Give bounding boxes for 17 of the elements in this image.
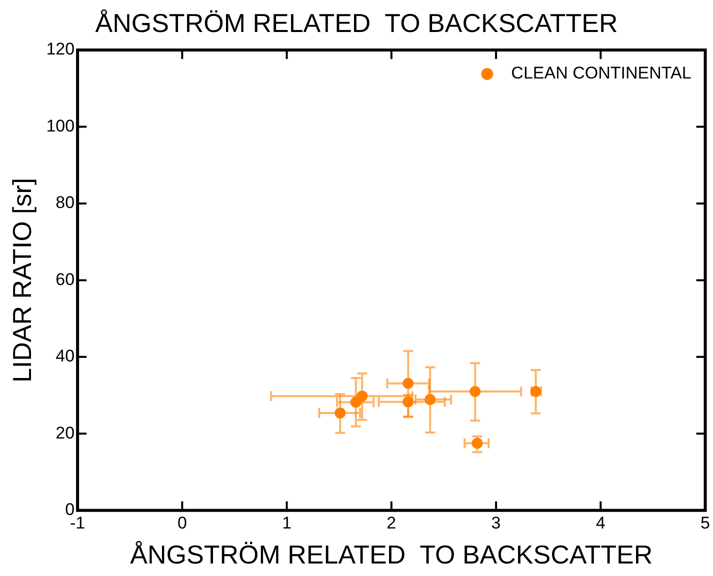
x-tick-label: 3 (491, 513, 501, 532)
x-tick-label: 4 (596, 513, 606, 532)
x-tick-label: 1 (282, 513, 292, 532)
x-tick-label: 5 (700, 513, 710, 532)
y-tick-label: 100 (46, 116, 75, 136)
y-tick-label: 60 (56, 270, 75, 289)
x-tick-label: 2 (386, 513, 396, 532)
y-tick-label: 0 (65, 500, 75, 520)
y-tick-label: 80 (56, 193, 75, 212)
x-axis-title: ÅNGSTRÖM RELATED TO BACKSCATTER (130, 540, 653, 570)
y-axis-title: LIDAR RATIO [sr] (6, 178, 37, 383)
y-tick-label: 40 (56, 346, 75, 366)
legend-label: CLEAN CONTINENTAL (511, 64, 692, 83)
chart-title: ÅNGSTRÖM RELATED TO BACKSCATTER (94, 8, 619, 39)
y-tick-label: 20 (56, 423, 75, 442)
y-tick-label: 120 (46, 40, 75, 59)
x-tick-label: 0 (177, 513, 187, 532)
